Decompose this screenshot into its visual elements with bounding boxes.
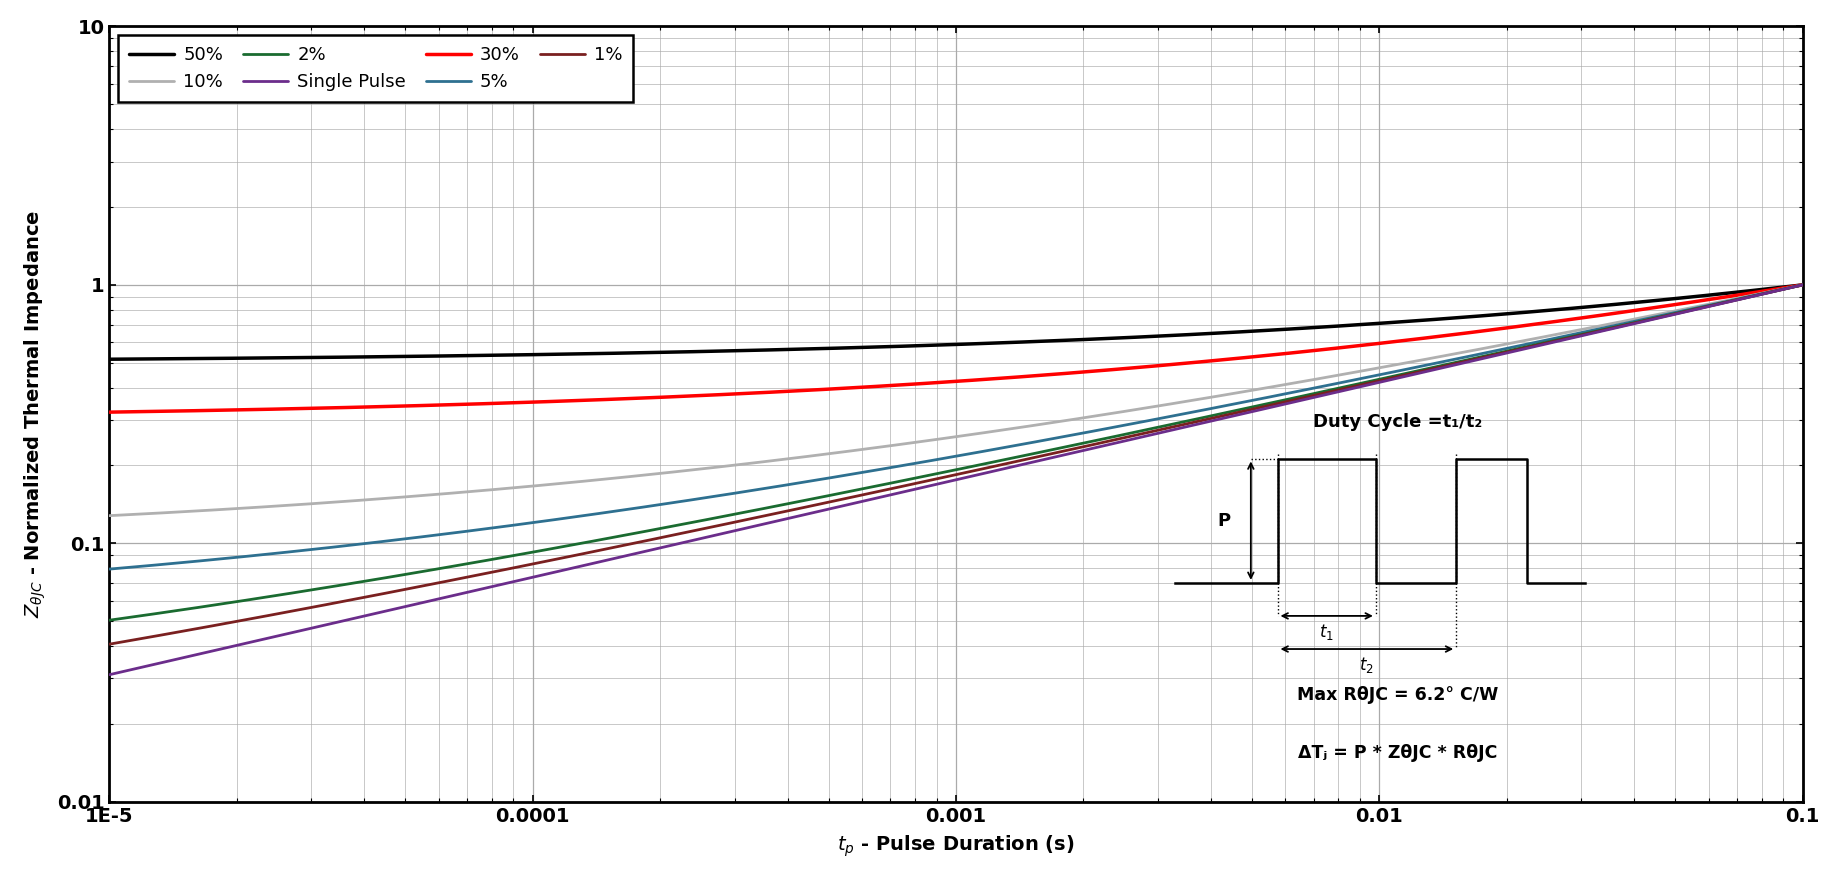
Text: ΔTⱼ = P * ZθJC * RθJC: ΔTⱼ = P * ZθJC * RθJC: [1298, 744, 1497, 761]
Legend: 50%, 10%, 2%, Single Pulse, 30%, 5%, 1%: 50%, 10%, 2%, Single Pulse, 30%, 5%, 1%: [118, 35, 634, 102]
Text: $t_1$: $t_1$: [1318, 622, 1335, 642]
X-axis label: $t_p$ - Pulse Duration (s): $t_p$ - Pulse Duration (s): [838, 834, 1074, 859]
Text: $t_2$: $t_2$: [1360, 655, 1375, 675]
Text: Duty Cycle =t₁/t₂: Duty Cycle =t₁/t₂: [1313, 413, 1482, 431]
Text: Max RθJC = 6.2° C/W: Max RθJC = 6.2° C/W: [1297, 685, 1499, 704]
Text: P: P: [1218, 512, 1231, 529]
Y-axis label: $Z_{\theta JC}$ - Normalized Thermal Impedance: $Z_{\theta JC}$ - Normalized Thermal Imp…: [24, 210, 49, 618]
